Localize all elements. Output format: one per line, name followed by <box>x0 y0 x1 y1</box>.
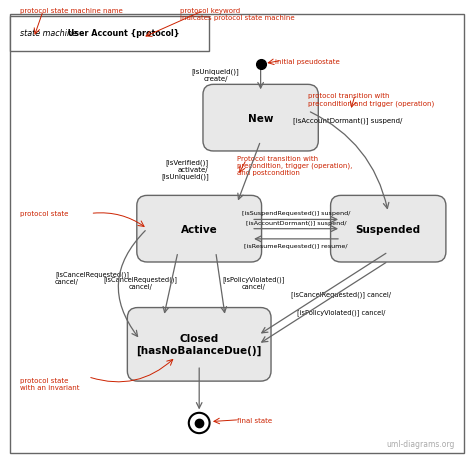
Text: [isResumeRequested()] resume/: [isResumeRequested()] resume/ <box>244 244 348 249</box>
Text: protocol keyword
indicates protocol state machine: protocol keyword indicates protocol stat… <box>180 7 295 20</box>
Text: [isCancelRequested()]
cancel/: [isCancelRequested()] cancel/ <box>103 275 177 289</box>
Text: [isCancelRequested()] cancel/: [isCancelRequested()] cancel/ <box>291 290 391 297</box>
Text: [isAccountDormant()] suspend/: [isAccountDormant()] suspend/ <box>246 221 346 226</box>
Text: [isUniqueId()]
create/: [isUniqueId()] create/ <box>192 68 240 81</box>
Text: final state: final state <box>237 417 272 423</box>
Text: Closed
[hasNoBalanceDue()]: Closed [hasNoBalanceDue()] <box>137 334 262 356</box>
Text: New: New <box>248 113 273 124</box>
Text: uml-diagrams.org: uml-diagrams.org <box>386 439 455 449</box>
Text: [isAccountDormant()] suspend/: [isAccountDormant()] suspend/ <box>293 117 403 124</box>
Text: [isCancelRequested()]
cancel/: [isCancelRequested()] cancel/ <box>55 271 129 285</box>
Text: protocol state: protocol state <box>19 211 68 217</box>
Text: protocol state
with an invariant: protocol state with an invariant <box>19 377 79 390</box>
Text: [isPolicyViolated()]
cancel/: [isPolicyViolated()] cancel/ <box>222 275 285 289</box>
FancyBboxPatch shape <box>137 196 262 263</box>
FancyBboxPatch shape <box>203 85 318 152</box>
Text: User Account {protocol}: User Account {protocol} <box>65 29 180 38</box>
FancyBboxPatch shape <box>10 14 464 453</box>
Text: [isSuspendRequested()] suspend/: [isSuspendRequested()] suspend/ <box>242 210 350 215</box>
Text: protocol state machine name: protocol state machine name <box>19 7 122 13</box>
Text: [isPolicyViolated()] cancel/: [isPolicyViolated()] cancel/ <box>297 309 385 316</box>
Text: Active: Active <box>181 224 218 234</box>
Text: state machine: state machine <box>19 29 77 38</box>
FancyBboxPatch shape <box>10 17 209 51</box>
Text: [isVerified()]
activate/
[isUniqueId()]: [isVerified()] activate/ [isUniqueId()] <box>161 158 209 180</box>
FancyBboxPatch shape <box>330 196 446 263</box>
Text: protocol transition with
precondition and trigger (operation): protocol transition with precondition an… <box>308 93 434 106</box>
Text: Suspended: Suspended <box>356 224 421 234</box>
Text: initial pseudostate: initial pseudostate <box>275 58 339 64</box>
Text: Protocol transition with
precondition, trigger (operation),
and postcondition: Protocol transition with precondition, t… <box>237 155 352 176</box>
FancyBboxPatch shape <box>128 308 271 382</box>
